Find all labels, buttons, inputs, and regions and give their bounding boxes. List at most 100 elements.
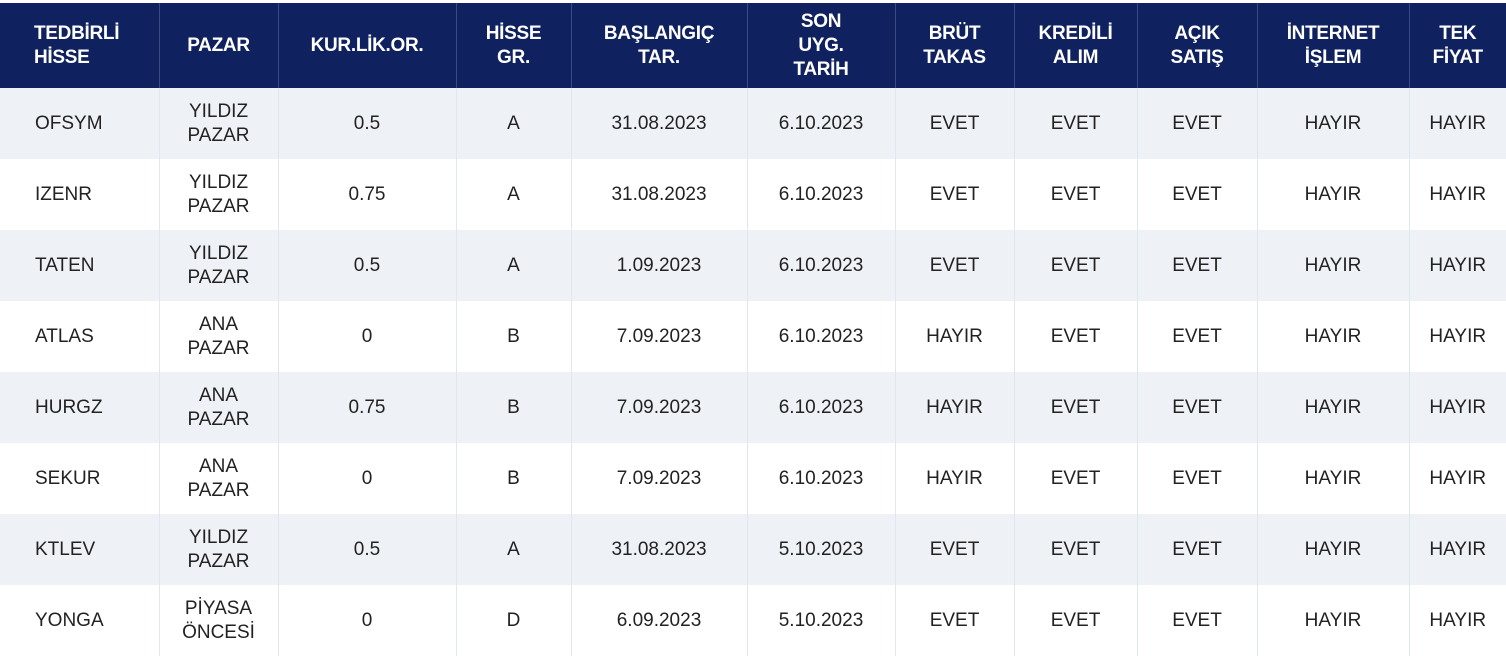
cell-stock-group: B [456,372,572,443]
cell-credit-purchase: EVET [1014,372,1138,443]
table-row: KTLEV YILDIZ PAZAR 0.5 A 31.08.2023 5.10… [0,514,1506,585]
cell-short-sale: EVET [1137,372,1258,443]
cell-single-price: HAYIR [1409,88,1506,159]
table-row: OFSYM YILDIZ PAZAR 0.5 A 31.08.2023 6.10… [0,88,1506,159]
cell-market: YILDIZ PAZAR [159,230,279,301]
cell-stock-code: TATEN [0,230,160,301]
cell-stock-group: B [456,443,572,514]
cell-end-date: 6.10.2023 [747,301,896,372]
table-row: TATEN YILDIZ PAZAR 0.5 A 1.09.2023 6.10.… [0,230,1506,301]
cell-gross-settlement: EVET [895,159,1015,230]
cell-short-sale: EVET [1137,443,1258,514]
column-header-son-uyg-tarih: SON UYG. TARİH [747,3,896,88]
cell-gross-settlement: EVET [895,585,1015,656]
cell-internet-trade: HAYIR [1257,230,1410,301]
cell-end-date: 6.10.2023 [747,230,896,301]
restricted-stocks-table: TEDBİRLİ HİSSE PAZAR KUR.LİK.OR. HİSSE G… [0,3,1506,656]
cell-end-date: 5.10.2023 [747,514,896,585]
cell-gross-settlement: EVET [895,230,1015,301]
cell-kur-lik-or: 0 [278,443,457,514]
cell-end-date: 5.10.2023 [747,585,896,656]
cell-credit-purchase: EVET [1014,88,1138,159]
cell-stock-group: A [456,514,572,585]
cell-single-price: HAYIR [1409,301,1506,372]
cell-kur-lik-or: 0.5 [278,230,457,301]
column-header-acik-satis: AÇIK SATIŞ [1137,3,1258,88]
cell-stock-code: IZENR [0,159,160,230]
cell-internet-trade: HAYIR [1257,585,1410,656]
cell-short-sale: EVET [1137,88,1258,159]
cell-market: ANA PAZAR [159,443,279,514]
table-header: TEDBİRLİ HİSSE PAZAR KUR.LİK.OR. HİSSE G… [0,3,1506,88]
cell-stock-code: YONGA [0,585,160,656]
cell-start-date: 31.08.2023 [571,514,748,585]
cell-start-date: 7.09.2023 [571,372,748,443]
cell-start-date: 6.09.2023 [571,585,748,656]
cell-market: ANA PAZAR [159,372,279,443]
cell-credit-purchase: EVET [1014,230,1138,301]
column-header-tek-fiyat: TEK FİYAT [1409,3,1506,88]
cell-gross-settlement: HAYIR [895,372,1015,443]
column-header-kredili-alim: KREDİLİ ALIM [1014,3,1138,88]
cell-stock-group: A [456,88,572,159]
cell-stock-code: OFSYM [0,88,160,159]
column-header-pazar: PAZAR [159,3,279,88]
cell-kur-lik-or: 0.75 [278,159,457,230]
column-header-baslangic-tar: BAŞLANGIÇ TAR. [571,3,748,88]
table-row: SEKUR ANA PAZAR 0 B 7.09.2023 6.10.2023 … [0,443,1506,514]
cell-stock-code: KTLEV [0,514,160,585]
cell-internet-trade: HAYIR [1257,372,1410,443]
cell-single-price: HAYIR [1409,372,1506,443]
cell-market: YILDIZ PAZAR [159,88,279,159]
cell-short-sale: EVET [1137,301,1258,372]
cell-short-sale: EVET [1137,514,1258,585]
cell-market: YILDIZ PAZAR [159,159,279,230]
cell-gross-settlement: EVET [895,88,1015,159]
cell-credit-purchase: EVET [1014,585,1138,656]
column-header-tedbirli-hisse: TEDBİRLİ HİSSE [0,3,160,88]
column-header-hisse-gr: HİSSE GR. [456,3,572,88]
cell-kur-lik-or: 0 [278,301,457,372]
cell-gross-settlement: EVET [895,514,1015,585]
cell-short-sale: EVET [1137,585,1258,656]
cell-credit-purchase: EVET [1014,514,1138,585]
cell-market: PİYASA ÖNCESİ [159,585,279,656]
cell-credit-purchase: EVET [1014,301,1138,372]
cell-gross-settlement: HAYIR [895,443,1015,514]
table-row: YONGA PİYASA ÖNCESİ 0 D 6.09.2023 5.10.2… [0,585,1506,656]
cell-market: ANA PAZAR [159,301,279,372]
cell-end-date: 6.10.2023 [747,372,896,443]
table-row: IZENR YILDIZ PAZAR 0.75 A 31.08.2023 6.1… [0,159,1506,230]
cell-stock-group: A [456,159,572,230]
column-header-kur-lik-or: KUR.LİK.OR. [278,3,457,88]
cell-credit-purchase: EVET [1014,159,1138,230]
cell-start-date: 31.08.2023 [571,159,748,230]
cell-internet-trade: HAYIR [1257,301,1410,372]
cell-internet-trade: HAYIR [1257,159,1410,230]
cell-kur-lik-or: 0.5 [278,514,457,585]
cell-kur-lik-or: 0.5 [278,88,457,159]
cell-internet-trade: HAYIR [1257,88,1410,159]
cell-start-date: 7.09.2023 [571,443,748,514]
cell-internet-trade: HAYIR [1257,514,1410,585]
cell-single-price: HAYIR [1409,585,1506,656]
cell-stock-group: B [456,301,572,372]
cell-stock-group: D [456,585,572,656]
cell-stock-group: A [456,230,572,301]
cell-single-price: HAYIR [1409,443,1506,514]
cell-market: YILDIZ PAZAR [159,514,279,585]
cell-end-date: 6.10.2023 [747,159,896,230]
cell-single-price: HAYIR [1409,159,1506,230]
table-body: OFSYM YILDIZ PAZAR 0.5 A 31.08.2023 6.10… [0,88,1506,656]
cell-short-sale: EVET [1137,230,1258,301]
column-header-internet-islem: İNTERNET İŞLEM [1257,3,1410,88]
header-row: TEDBİRLİ HİSSE PAZAR KUR.LİK.OR. HİSSE G… [0,3,1506,88]
cell-internet-trade: HAYIR [1257,443,1410,514]
cell-start-date: 31.08.2023 [571,88,748,159]
cell-end-date: 6.10.2023 [747,443,896,514]
cell-credit-purchase: EVET [1014,443,1138,514]
cell-short-sale: EVET [1137,159,1258,230]
cell-single-price: HAYIR [1409,230,1506,301]
cell-start-date: 7.09.2023 [571,301,748,372]
cell-stock-code: HURGZ [0,372,160,443]
